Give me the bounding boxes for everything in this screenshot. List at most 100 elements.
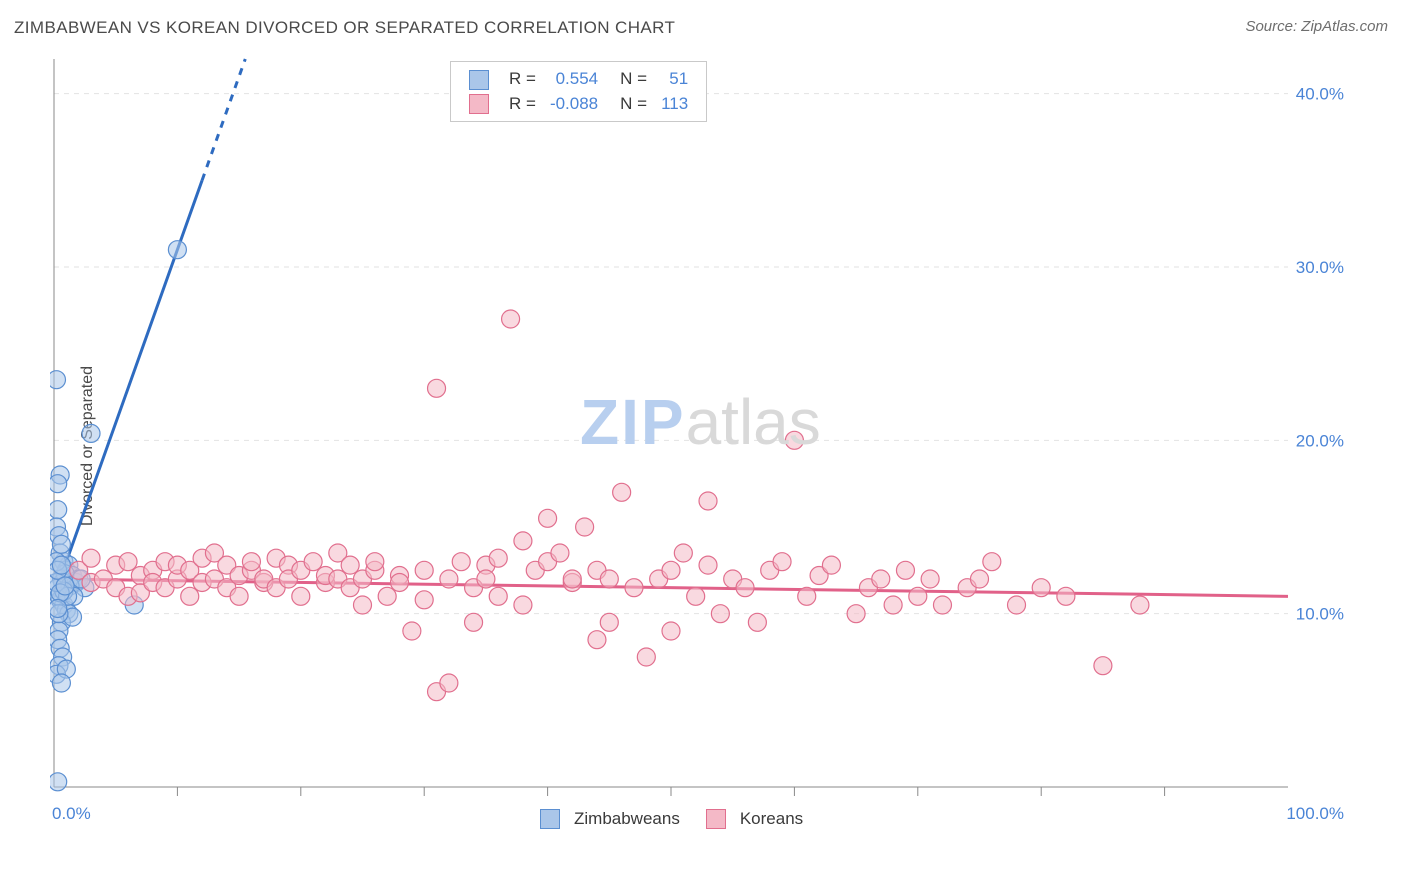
- data-point: [773, 553, 791, 571]
- data-point: [403, 622, 421, 640]
- n-value: 51: [655, 68, 694, 91]
- data-point: [1094, 657, 1112, 675]
- data-point: [588, 631, 606, 649]
- series-legend: Zimbabweans Koreans: [540, 809, 803, 829]
- legend-swatch: [469, 94, 489, 114]
- data-point: [748, 613, 766, 631]
- trend-line-dashed: [202, 59, 245, 180]
- data-point: [292, 587, 310, 605]
- data-point: [637, 648, 655, 666]
- data-point: [662, 561, 680, 579]
- data-point: [539, 509, 557, 527]
- data-point: [341, 556, 359, 574]
- data-point: [674, 544, 692, 562]
- data-point: [181, 587, 199, 605]
- data-point: [415, 591, 433, 609]
- data-point: [1057, 587, 1075, 605]
- chart-svg: 10.0% 20.0% 30.0% 40.0% 0.0% 100.0%: [50, 55, 1350, 825]
- legend-item: Koreans: [706, 809, 803, 829]
- x-tick-label: 100.0%: [1286, 804, 1344, 823]
- data-point: [1008, 596, 1026, 614]
- y-tick-label: 30.0%: [1296, 258, 1344, 277]
- data-point: [884, 596, 902, 614]
- data-point: [50, 475, 67, 493]
- data-point: [711, 605, 729, 623]
- legend-swatch: [469, 70, 489, 90]
- correlation-legend: R =0.554N =51R =-0.088N =113: [450, 61, 707, 122]
- data-point: [1032, 579, 1050, 597]
- data-point: [1131, 596, 1149, 614]
- data-point: [489, 587, 507, 605]
- data-point: [366, 553, 384, 571]
- data-point: [896, 561, 914, 579]
- data-point: [822, 556, 840, 574]
- data-point: [909, 587, 927, 605]
- data-point: [600, 613, 618, 631]
- data-point: [415, 561, 433, 579]
- legend-item: Zimbabweans: [540, 809, 680, 829]
- r-label: R =: [503, 93, 542, 116]
- data-point: [699, 556, 717, 574]
- x-tick-label: 0.0%: [52, 804, 91, 823]
- data-point: [465, 613, 483, 631]
- data-point: [489, 549, 507, 567]
- data-point: [440, 570, 458, 588]
- data-point: [502, 310, 520, 328]
- legend-row: R =0.554N =51: [463, 68, 694, 91]
- data-point: [551, 544, 569, 562]
- data-point: [440, 674, 458, 692]
- data-point: [50, 599, 67, 617]
- data-point: [798, 587, 816, 605]
- legend-label: Zimbabweans: [574, 809, 680, 829]
- data-point: [242, 553, 260, 571]
- legend-swatch: [540, 809, 560, 829]
- data-point: [50, 773, 67, 791]
- data-point: [477, 570, 495, 588]
- data-point: [354, 596, 372, 614]
- n-label: N =: [606, 93, 653, 116]
- data-point: [699, 492, 717, 510]
- data-point: [971, 570, 989, 588]
- legend-label: Koreans: [740, 809, 803, 829]
- data-point: [50, 501, 67, 519]
- data-point: [921, 570, 939, 588]
- legend-swatch: [706, 809, 726, 829]
- data-point: [378, 587, 396, 605]
- data-point: [168, 241, 186, 259]
- legend-row: R =-0.088N =113: [463, 93, 694, 116]
- data-point: [52, 674, 70, 692]
- y-tick-label: 40.0%: [1296, 85, 1344, 104]
- data-point: [847, 605, 865, 623]
- plot-area: 10.0%20.0%30.0%40.0%0.0%100.0% ZIPatlas …: [50, 55, 1350, 825]
- data-point: [576, 518, 594, 536]
- r-label: R =: [503, 68, 542, 91]
- data-point: [563, 570, 581, 588]
- chart-container: ZIMBABWEAN VS KOREAN DIVORCED OR SEPARAT…: [0, 0, 1406, 892]
- data-point: [82, 549, 100, 567]
- data-point: [514, 596, 532, 614]
- data-point: [56, 577, 74, 595]
- data-point: [736, 579, 754, 597]
- data-point: [933, 596, 951, 614]
- chart-title: ZIMBABWEAN VS KOREAN DIVORCED OR SEPARAT…: [14, 18, 675, 38]
- data-point: [50, 371, 65, 389]
- data-point: [872, 570, 890, 588]
- data-point: [304, 553, 322, 571]
- data-point: [428, 379, 446, 397]
- r-value: -0.088: [544, 93, 604, 116]
- r-value: 0.554: [544, 68, 604, 91]
- data-point: [600, 570, 618, 588]
- data-point: [82, 424, 100, 442]
- data-point: [625, 579, 643, 597]
- data-point: [785, 431, 803, 449]
- y-tick-label: 20.0%: [1296, 431, 1344, 450]
- data-point: [52, 556, 70, 574]
- data-point: [687, 587, 705, 605]
- source-attribution: Source: ZipAtlas.com: [1245, 18, 1388, 35]
- n-value: 113: [655, 93, 694, 116]
- y-tick-label: 10.0%: [1296, 605, 1344, 624]
- data-point: [119, 553, 137, 571]
- n-label: N =: [606, 68, 653, 91]
- data-point: [983, 553, 1001, 571]
- data-point: [662, 622, 680, 640]
